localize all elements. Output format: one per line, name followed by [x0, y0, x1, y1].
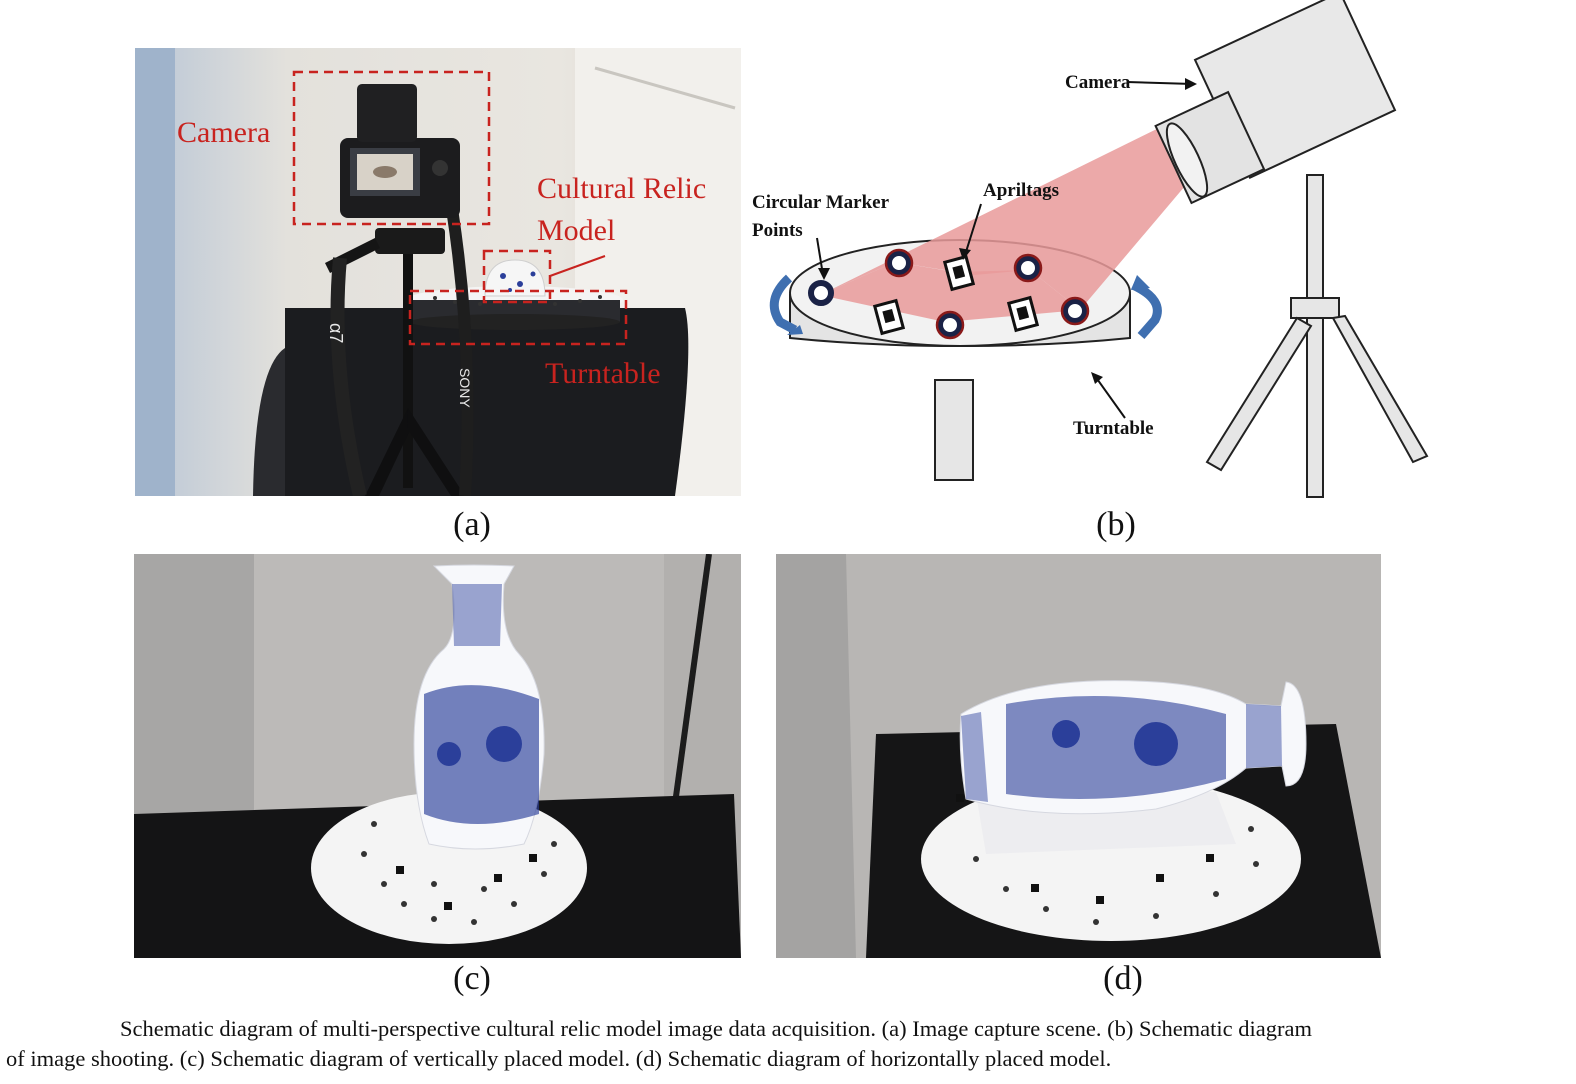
subfigure-label-a: (a) [453, 506, 491, 543]
camera-field-of-view [820, 120, 1207, 310]
label-relic-line1: Cultural Relic [537, 172, 706, 205]
vase-horizontal [959, 680, 1307, 815]
camera-tripod [1205, 174, 1429, 498]
strap-logo-sony: SONY [457, 368, 473, 408]
apriltag-markers [872, 254, 1040, 336]
label-relic-line2: Model [537, 214, 615, 247]
bowl [484, 259, 546, 297]
label-markers-line2: Points [752, 220, 803, 241]
panel-b-diagram: Camera Circular Marker Points Apriltags … [745, 0, 1445, 500]
label-apriltags: Apriltags [983, 180, 1059, 201]
panel-c-photo [134, 554, 741, 958]
rotation-arrow-left [769, 274, 798, 334]
relic-pointer-line [549, 255, 606, 277]
turntable-highlight-box [408, 289, 628, 346]
subfigure-label-d: (d) [1103, 960, 1143, 997]
subfigure-label-c: (c) [453, 960, 491, 997]
relic-highlight-box [482, 249, 552, 304]
vase-upright [413, 564, 545, 850]
label-camera-photo: Camera [177, 116, 270, 149]
panel-a-photo: α7 SONY Camera Cultural Relic Model Turn… [135, 48, 741, 496]
caption-line-1: Schematic diagram of multi-perspective c… [120, 1016, 1313, 1041]
label-camera-diagram: Camera [1065, 72, 1131, 93]
panel-d-photo [776, 554, 1381, 958]
figure-caption: Schematic diagram of multi-perspective c… [0, 1014, 1576, 1074]
backdrop [285, 308, 689, 496]
label-turntable-photo: Turntable [545, 357, 661, 390]
camera-schematic [1154, 0, 1397, 205]
label-markers-line1: Circular Marker [752, 192, 890, 213]
strap-logo-alpha: α7 [326, 323, 346, 343]
camera-body [340, 84, 460, 218]
subfigure-label-b: (b) [1096, 506, 1136, 543]
label-turntable-diagram: Turntable [1073, 418, 1154, 439]
rotation-arrow-right [1130, 280, 1162, 339]
camera-highlight-box [292, 70, 491, 226]
caption-line-2: of image shooting. (c) Schematic diagram… [6, 1046, 1112, 1071]
turntable-leg [934, 379, 974, 481]
window-left [135, 48, 175, 496]
circular-markers [808, 250, 1088, 338]
